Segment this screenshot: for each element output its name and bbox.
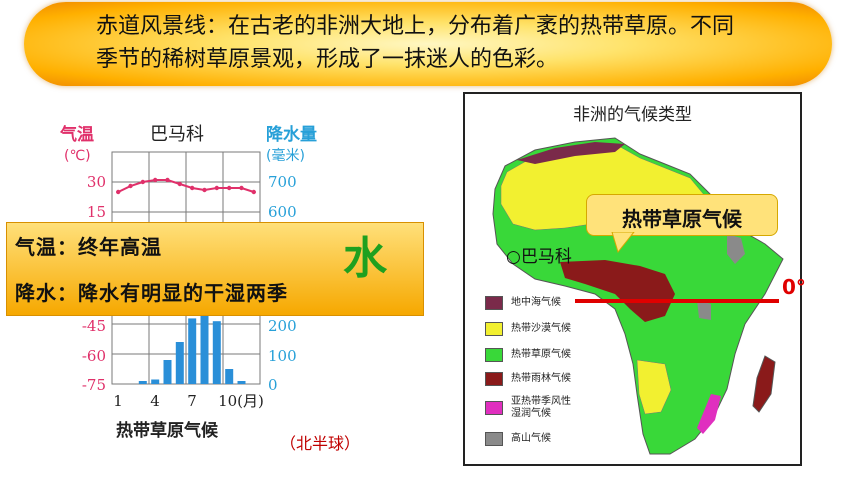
precip-bars [138,293,246,384]
temp-tick: -45 [82,317,106,335]
precip-tick: 0 [268,376,278,394]
precip-bar [200,293,209,384]
climograph: 气温 (℃) 巴马科 降水量 (毫米) 30 15 -45 -60 -75 70… [59,124,317,441]
legend-item: 热带沙漠气候 [485,322,571,336]
legend-label: 热带雨林气候 [511,373,571,384]
legend-label: 热带草原气候 [511,349,571,360]
temp-axis-title: 气温 [59,124,94,145]
temp-point [140,179,145,185]
temp-summary: 气温：终年高温 [15,235,162,259]
legend-item: 热带雨林气候 [485,372,571,386]
legend-label: 亚热带季风性 湿润气候 [511,396,571,420]
legend-label-line: 亚热带季风性 [511,396,571,407]
temp-curve [116,177,256,195]
temp-tick: -75 [82,376,106,394]
precip-bar [237,381,246,384]
temp-point [239,185,244,191]
precip-summary: 降水：降水有明显的干湿两季 [15,281,288,305]
station-name: 巴马科 [150,124,204,145]
callout-pointer [611,232,635,254]
month-tick: 1 [113,392,123,410]
precip-tick: 100 [268,347,297,365]
legend-label: 地中海气候 [511,297,561,308]
precip-bar [151,379,160,384]
temp-point [227,185,232,191]
hemisphere-caption: （北半球） [280,434,361,453]
legend-item: 热带草原气候 [485,348,571,362]
climate-summary-box: 气温：终年高温 降水：降水有明显的干湿两季 [6,222,424,316]
month-tick: 7 [187,392,197,410]
africa-climate-map: 非洲的气候类型 地中海气候 热带沙漠气候 热带草原气候 热带雨林气候 [463,92,802,466]
legend-swatch [485,296,503,310]
precip-bar [175,342,184,384]
temp-tick: 30 [87,173,106,191]
precip-bar [138,381,147,384]
legend-swatch [485,372,503,386]
climate-type-caption: 热带草原气候 [116,420,219,441]
banner-line-2: 季节的稀树草原景观，形成了一抹迷人的色彩。 [96,47,559,72]
legend-item: 亚热带季风性 湿润气候 [485,394,571,422]
month-tick: 4 [150,392,160,410]
legend-item: 高山气候 [485,432,551,446]
savanna-callout: 热带草原气候 [586,194,778,236]
precip-bar [163,360,172,384]
water-character: 水 [343,233,387,284]
bamako-label: ○巴马科 [506,247,572,267]
legend-swatch [485,432,503,446]
legend-label-line: 湿润气候 [511,408,551,419]
legend-label: 高山气候 [511,433,551,444]
precip-bar [188,318,197,384]
legend-swatch [485,322,503,336]
temp-point [153,177,158,183]
title-banner: 赤道风景线：在古老的非洲大地上，分布着广袤的热带草原。不同 季节的稀树草原景观，… [24,2,832,86]
legend-label: 热带沙漠气候 [511,323,571,334]
temp-point [165,177,170,183]
legend-item: 地中海气候 [485,296,561,310]
precip-bar [225,369,234,384]
precip-axis-title: 降水量 [266,124,317,145]
map-title: 非洲的气候类型 [573,105,692,125]
legend-swatch [485,348,503,362]
month-tick: 10(月) [218,392,264,410]
equator-label: 0° [782,275,806,299]
temp-tick: -60 [82,347,106,365]
precip-tick: 700 [268,173,297,191]
precip-tick: 200 [268,317,297,335]
temp-point [177,181,182,187]
precip-tick: 600 [268,203,297,221]
temp-point [202,187,207,193]
temp-point [190,185,195,191]
temp-tick: 15 [87,203,106,221]
callout-text: 热带草原气候 [622,207,742,231]
precip-bar [212,321,221,384]
precip-axis-unit: (毫米) [266,147,305,164]
legend-swatch [485,401,503,415]
banner-line-1: 赤道风景线：在古老的非洲大地上，分布着广袤的热带草原。不同 [96,14,735,39]
temp-point [214,185,219,191]
temp-point [116,189,121,195]
temp-point [251,189,256,195]
temp-point [128,183,133,189]
banner-text: 赤道风景线：在古老的非洲大地上，分布着广袤的热带草原。不同 季节的稀树草原景观，… [96,10,836,76]
temp-axis-unit: (℃) [64,148,91,164]
